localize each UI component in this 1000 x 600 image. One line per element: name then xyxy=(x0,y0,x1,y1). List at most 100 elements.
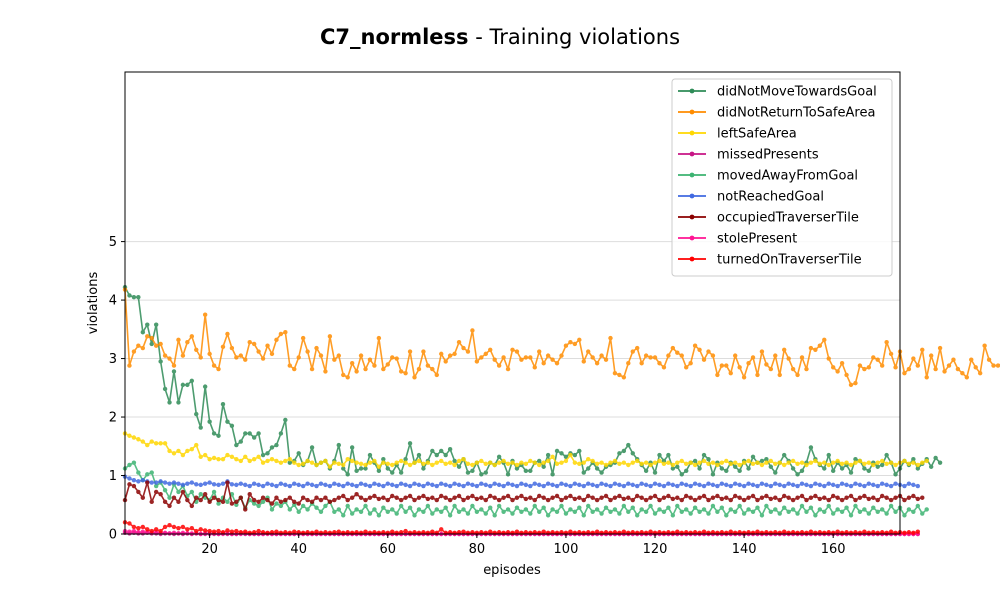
data-point-not-reached-goal xyxy=(639,481,644,486)
data-point-moved-away-from-goal xyxy=(354,507,359,512)
data-point-occupied-traverser-tile xyxy=(884,495,889,500)
data-point-did-not-return-to-safe-area xyxy=(692,343,698,348)
data-point-moved-away-from-goal xyxy=(590,509,595,514)
data-point-did-not-return-to-safe-area xyxy=(626,361,631,366)
data-point-occupied-traverser-tile xyxy=(318,497,324,503)
data-point-moved-away-from-goal xyxy=(777,511,782,516)
data-point-turned-on-traverser-tile xyxy=(532,530,537,535)
data-point-did-not-move-towards-goal xyxy=(220,401,226,407)
data-point-occupied-traverser-tile xyxy=(728,497,733,503)
data-point-left-safe-area xyxy=(866,460,872,465)
data-point-left-safe-area xyxy=(327,464,333,469)
plot-frame xyxy=(124,71,901,535)
data-point-did-not-move-towards-goal xyxy=(719,466,725,471)
data-point-not-reached-goal xyxy=(349,482,355,488)
legend-entry: didNotReturnToSafeArea xyxy=(678,106,875,121)
data-point-turned-on-traverser-tile xyxy=(888,529,894,534)
data-point-left-safe-area xyxy=(381,460,386,465)
data-point-did-not-return-to-safe-area xyxy=(189,334,195,339)
legend-label: missedPresents xyxy=(717,148,819,163)
data-point-did-not-return-to-safe-area xyxy=(728,370,733,376)
data-point-did-not-move-towards-goal xyxy=(202,384,208,389)
data-point-did-not-return-to-safe-area xyxy=(724,363,729,368)
data-point-did-not-move-towards-goal xyxy=(559,451,564,456)
y-tick-label: 3 xyxy=(109,352,117,367)
data-point-not-reached-goal xyxy=(733,481,738,486)
data-point-turned-on-traverser-tile xyxy=(345,530,350,535)
data-point-occupied-traverser-tile xyxy=(830,493,836,499)
data-point-moved-away-from-goal xyxy=(737,503,742,509)
data-point-turned-on-traverser-tile xyxy=(243,529,248,534)
data-point-not-reached-goal xyxy=(554,483,560,489)
data-point-moved-away-from-goal xyxy=(434,507,439,512)
data-point-left-safe-area xyxy=(292,460,297,465)
data-point-moved-away-from-goal xyxy=(924,507,929,512)
data-point-occupied-traverser-tile xyxy=(412,497,417,503)
data-point-did-not-move-towards-goal xyxy=(162,386,168,392)
data-point-did-not-move-towards-goal xyxy=(577,448,582,454)
data-point-not-reached-goal xyxy=(866,481,872,486)
data-point-did-not-move-towards-goal xyxy=(550,472,555,477)
data-point-left-safe-area xyxy=(269,456,275,462)
series-not-reached-goal xyxy=(122,474,921,489)
data-point-left-safe-area xyxy=(608,460,613,465)
data-point-did-not-return-to-safe-area xyxy=(532,365,537,370)
data-point-moved-away-from-goal xyxy=(461,507,466,512)
data-point-moved-away-from-goal xyxy=(862,507,867,512)
data-point-did-not-move-towards-goal xyxy=(465,470,471,475)
data-point-moved-away-from-goal xyxy=(425,503,431,509)
data-point-moved-away-from-goal xyxy=(541,505,546,510)
data-point-turned-on-traverser-tile xyxy=(737,530,742,535)
data-point-left-safe-area xyxy=(581,460,586,465)
data-point-did-not-move-towards-goal xyxy=(421,466,426,471)
data-point-turned-on-traverser-tile xyxy=(728,529,733,534)
data-point-left-safe-area xyxy=(621,460,627,465)
data-point-did-not-move-towards-goal xyxy=(630,451,635,456)
data-point-moved-away-from-goal xyxy=(153,483,159,489)
data-point-not-reached-goal xyxy=(425,481,431,486)
data-point-did-not-move-towards-goal xyxy=(790,466,796,471)
data-point-turned-on-traverser-tile xyxy=(234,528,239,534)
data-point-left-safe-area xyxy=(848,462,854,468)
data-point-did-not-move-towards-goal xyxy=(768,464,774,469)
data-point-did-not-move-towards-goal xyxy=(296,451,301,456)
data-point-occupied-traverser-tile xyxy=(376,496,382,502)
data-point-not-reached-goal xyxy=(617,482,622,488)
data-point-did-not-move-towards-goal xyxy=(626,442,631,448)
data-point-moved-away-from-goal xyxy=(666,505,671,510)
data-point-moved-away-from-goal xyxy=(786,509,791,514)
data-point-occupied-traverser-tile xyxy=(194,495,199,500)
data-point-not-reached-goal xyxy=(893,481,898,486)
data-point-occupied-traverser-tile xyxy=(545,497,551,503)
data-point-did-not-return-to-safe-area xyxy=(795,372,800,378)
data-point-moved-away-from-goal xyxy=(746,507,751,512)
data-point-did-not-return-to-safe-area xyxy=(131,349,137,354)
data-point-left-safe-area xyxy=(755,460,760,465)
data-point-not-reached-goal xyxy=(844,482,849,488)
data-point-moved-away-from-goal xyxy=(532,503,537,509)
data-point-did-not-return-to-safe-area xyxy=(496,363,502,368)
data-point-did-not-return-to-safe-area xyxy=(309,366,315,372)
data-point-did-not-return-to-safe-area xyxy=(657,361,662,366)
data-point-occupied-traverser-tile xyxy=(425,496,431,502)
data-point-moved-away-from-goal xyxy=(906,507,912,512)
data-point-left-safe-area xyxy=(412,460,417,465)
legend-label: occupiedTraverserTile xyxy=(717,211,859,226)
data-point-occupied-traverser-tile xyxy=(430,495,435,500)
data-point-did-not-return-to-safe-area xyxy=(741,375,747,380)
data-point-did-not-return-to-safe-area xyxy=(888,351,894,357)
data-point-did-not-move-towards-goal xyxy=(733,464,738,469)
data-point-left-safe-area xyxy=(336,461,341,467)
data-point-did-not-move-towards-goal xyxy=(278,431,284,436)
data-point-occupied-traverser-tile xyxy=(537,493,542,499)
data-point-did-not-move-towards-goal xyxy=(225,419,230,424)
data-point-occupied-traverser-tile xyxy=(853,497,858,503)
data-point-turned-on-traverser-tile xyxy=(305,530,310,535)
data-point-left-safe-area xyxy=(394,460,399,465)
data-point-turned-on-traverser-tile xyxy=(594,529,600,534)
data-point-left-safe-area xyxy=(131,435,137,440)
data-point-occupied-traverser-tile xyxy=(234,499,239,505)
data-point-did-not-move-towards-goal xyxy=(537,458,542,464)
data-point-not-reached-goal xyxy=(131,478,137,483)
